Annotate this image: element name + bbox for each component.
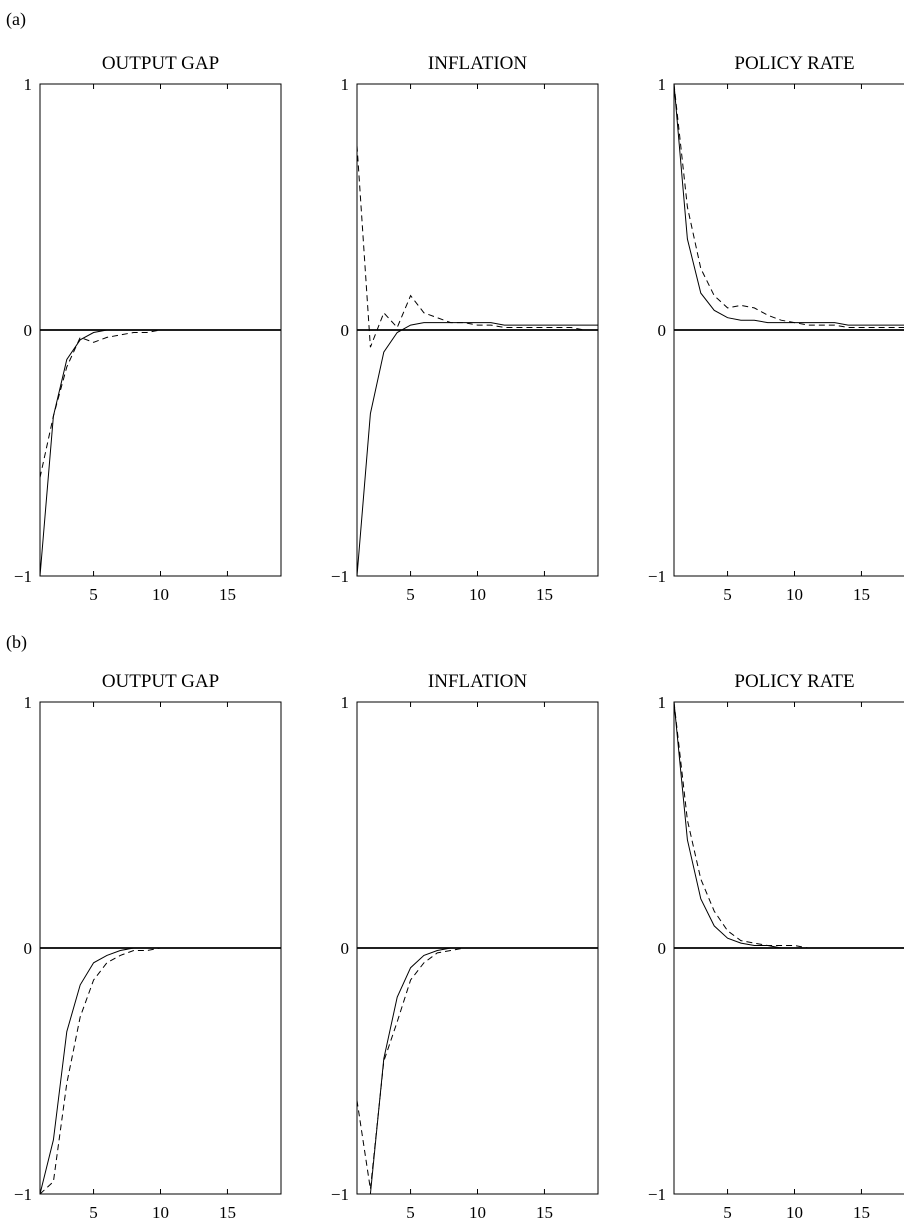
x-tick-label: 10	[469, 1203, 486, 1222]
y-tick-label: 0	[341, 939, 350, 958]
x-tick-label: 15	[219, 585, 236, 604]
series-line-dashed	[356, 145, 598, 348]
y-tick-label: −1	[648, 1185, 666, 1204]
series-line-dashed	[673, 83, 904, 328]
y-tick-label: 0	[24, 321, 33, 340]
series-line-solid	[673, 701, 904, 949]
y-tick-label: −1	[14, 1185, 32, 1204]
x-tick-label: 15	[853, 1203, 870, 1222]
y-tick-label: 0	[658, 321, 667, 340]
chart-a-output-gap: OUTPUT GAP 5 10 15 −1 0 1	[14, 53, 282, 604]
x-tick-label: 15	[536, 585, 553, 604]
x-tick-label: 10	[469, 585, 486, 604]
chart-b-inflation: INFLATION 5 10 15 −1 0 1	[331, 671, 599, 1222]
chart-title: POLICY RATE	[734, 671, 854, 692]
series-line-solid	[673, 83, 904, 326]
chart-title: INFLATION	[428, 671, 527, 692]
y-tick-label: 1	[341, 75, 350, 94]
x-tick-label: 10	[152, 1203, 169, 1222]
series-line-dashed	[39, 947, 281, 1195]
y-tick-label: −1	[648, 567, 666, 586]
y-tick-label: 1	[24, 693, 33, 712]
chart-a-inflation: INFLATION 5 10 15 −1 0 1	[331, 53, 599, 604]
y-tick-label: 1	[658, 693, 667, 712]
chart-b-policy-rate: POLICY RATE 5 10 15 −1 0 1	[648, 671, 904, 1222]
y-tick-label: 0	[658, 939, 667, 958]
x-tick-label: 15	[853, 585, 870, 604]
panel-label-b: (b)	[6, 632, 27, 653]
chart-title: OUTPUT GAP	[102, 671, 219, 692]
x-tick-label: 15	[219, 1203, 236, 1222]
x-tick-label: 10	[786, 1203, 803, 1222]
series-line-solid	[39, 329, 281, 577]
chart-title: INFLATION	[428, 53, 527, 74]
x-tick-label: 5	[89, 585, 98, 604]
y-tick-label: 1	[24, 75, 33, 94]
y-tick-label: 0	[341, 321, 350, 340]
y-tick-label: −1	[331, 567, 349, 586]
chart-title: OUTPUT GAP	[102, 53, 219, 74]
series-line-solid	[357, 947, 598, 1195]
x-tick-label: 10	[152, 585, 169, 604]
y-tick-label: −1	[14, 567, 32, 586]
y-tick-label: 0	[24, 939, 33, 958]
x-tick-label: 5	[406, 585, 415, 604]
x-tick-label: 15	[536, 1203, 553, 1222]
chart-b-output-gap: OUTPUT GAP 5 10 15 −1 0 1	[14, 671, 282, 1222]
series-line-solid	[356, 322, 598, 577]
x-tick-label: 10	[786, 585, 803, 604]
x-tick-label: 5	[406, 1203, 415, 1222]
series-line-solid	[39, 947, 281, 1195]
y-tick-label: 1	[658, 75, 667, 94]
series-line-dashed	[39, 329, 281, 478]
panel-label-a: (a)	[6, 9, 26, 30]
chart-title: POLICY RATE	[734, 53, 854, 74]
y-tick-label: −1	[331, 1185, 349, 1204]
x-tick-label: 5	[723, 585, 732, 604]
x-tick-label: 5	[723, 1203, 732, 1222]
y-tick-label: 1	[341, 693, 350, 712]
series-line-dashed	[673, 701, 904, 949]
x-tick-label: 5	[89, 1203, 98, 1222]
chart-a-policy-rate: POLICY RATE 5 10 15 −1 0 1	[648, 53, 904, 604]
series-line-dashed	[356, 947, 598, 1190]
